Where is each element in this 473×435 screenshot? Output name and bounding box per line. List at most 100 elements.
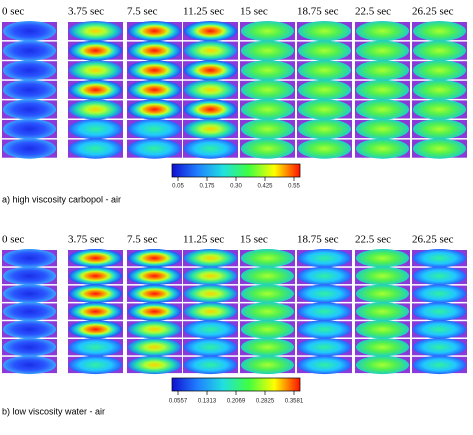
colorbar-tick-label: 0.2825 <box>256 399 275 405</box>
slice-heatmap <box>413 338 466 357</box>
slice-heatmap <box>3 249 56 268</box>
colorbar-tick-label: 0.2069 <box>227 399 246 405</box>
slice-heatmap <box>69 266 122 286</box>
slice-heatmap <box>356 119 409 140</box>
time-label: 11.25 sec <box>183 234 224 246</box>
slice-heatmap <box>413 249 466 268</box>
time-label: 0 sec <box>2 6 24 18</box>
slice-heatmap <box>69 320 122 339</box>
slice-heatmap <box>69 249 122 268</box>
slice-heatmap <box>241 266 294 286</box>
slice-heatmap <box>3 40 56 61</box>
slice-heatmap <box>298 338 351 357</box>
time-label: 18.75 sec <box>297 6 339 18</box>
slice-heatmap <box>184 60 237 81</box>
caption: b) low viscosity water - air <box>2 406 105 416</box>
time-label: 3.75 sec <box>68 234 104 246</box>
slice-heatmap <box>69 119 122 140</box>
slice-heatmap <box>128 79 181 100</box>
slice-heatmap <box>241 119 294 140</box>
slice-heatmap <box>128 355 181 375</box>
colorbar-tick-label: 0.1313 <box>198 399 217 405</box>
slice-heatmap <box>241 60 294 81</box>
slice-heatmap <box>241 99 294 120</box>
slice-heatmap <box>69 79 122 100</box>
colorbar <box>171 377 301 392</box>
slice-heatmap <box>184 119 237 140</box>
slice-heatmap <box>3 21 56 42</box>
slice-heatmap <box>184 355 237 375</box>
slice-heatmap <box>413 60 466 81</box>
time-label: 15 sec <box>240 234 268 246</box>
slice-heatmap <box>356 60 409 81</box>
slice-heatmap <box>241 338 294 357</box>
slice-heatmap <box>3 320 56 339</box>
colorbar-tick-label: 0.3581 <box>285 399 304 405</box>
slice-heatmap <box>69 60 122 81</box>
slice-heatmap <box>241 320 294 339</box>
slice-heatmap <box>241 302 294 321</box>
slice-heatmap <box>356 79 409 100</box>
slice-heatmap <box>3 138 56 159</box>
slice-heatmap <box>356 40 409 61</box>
slice-heatmap <box>298 320 351 339</box>
slice-heatmap <box>241 284 294 303</box>
slice-heatmap <box>356 338 409 357</box>
slice-heatmap <box>184 138 237 159</box>
slice-heatmap <box>128 338 181 357</box>
slice-heatmap <box>413 284 466 303</box>
slice-heatmap <box>69 355 122 375</box>
time-label: 3.75 sec <box>68 6 104 18</box>
slice-heatmap <box>128 284 181 303</box>
colorbar-tick-label: 0.175 <box>199 184 215 190</box>
slice-heatmap <box>69 40 122 61</box>
slice-heatmap <box>241 138 294 159</box>
slice-heatmap <box>128 138 181 159</box>
slice-heatmap <box>184 302 237 321</box>
colorbar <box>171 163 301 178</box>
slice-heatmap <box>413 99 466 120</box>
slice-heatmap <box>3 338 56 357</box>
slice-heatmap <box>241 21 294 42</box>
slice-heatmap <box>413 79 466 100</box>
slice-heatmap <box>128 60 181 81</box>
colorbar-tick-label: 0.0557 <box>169 399 188 405</box>
slice-heatmap <box>413 21 466 42</box>
slice-heatmap <box>69 302 122 321</box>
time-label: 18.75 sec <box>297 234 339 246</box>
slice-heatmap <box>356 320 409 339</box>
slice-heatmap <box>356 21 409 42</box>
slice-heatmap <box>128 302 181 321</box>
slice-heatmap <box>298 284 351 303</box>
slice-heatmap <box>184 99 237 120</box>
slice-heatmap <box>69 138 122 159</box>
slice-heatmap <box>184 266 237 286</box>
slice-heatmap <box>356 302 409 321</box>
slice-heatmap <box>356 266 409 286</box>
slice-heatmap <box>298 60 351 81</box>
slice-heatmap <box>298 119 351 140</box>
slice-heatmap <box>128 40 181 61</box>
time-label: 26.25 sec <box>412 6 454 18</box>
slice-heatmap <box>69 338 122 357</box>
slice-heatmap <box>3 266 56 286</box>
slice-heatmap <box>298 99 351 120</box>
slice-heatmap <box>184 338 237 357</box>
slice-heatmap <box>413 266 466 286</box>
caption: a) high viscosity carbopol - air <box>2 194 121 204</box>
slice-heatmap <box>413 40 466 61</box>
slice-heatmap <box>298 21 351 42</box>
slice-heatmap <box>3 284 56 303</box>
slice-heatmap <box>356 249 409 268</box>
slice-heatmap <box>3 60 56 81</box>
colorbar-tick-label: 0.30 <box>230 184 242 190</box>
time-label: 11.25 sec <box>183 6 224 18</box>
time-label: 26.25 sec <box>412 234 454 246</box>
slice-heatmap <box>3 355 56 375</box>
time-label: 15 sec <box>240 6 268 18</box>
slice-heatmap <box>128 320 181 339</box>
slice-heatmap <box>184 249 237 268</box>
slice-heatmap <box>413 355 466 375</box>
slice-heatmap <box>298 355 351 375</box>
slice-heatmap <box>241 40 294 61</box>
